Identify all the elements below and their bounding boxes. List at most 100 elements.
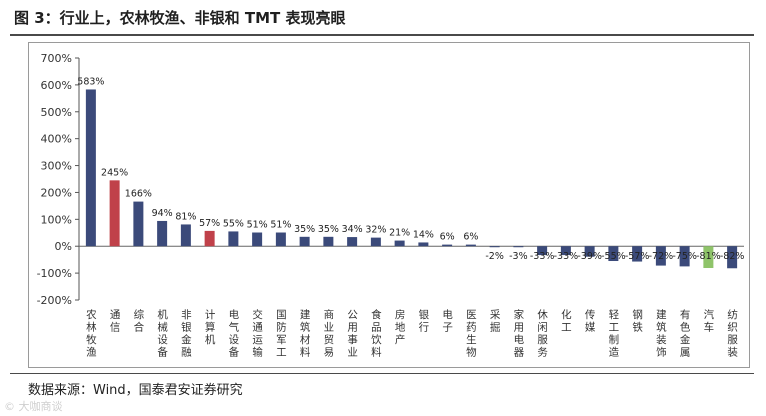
category-label: 农林牧渔 bbox=[85, 308, 97, 359]
bar-13 bbox=[370, 237, 381, 247]
category-label: 纺织服装 bbox=[726, 308, 738, 359]
category-label: 休闲服务 bbox=[536, 309, 548, 359]
value-label: 245% bbox=[101, 167, 128, 178]
value-label: 35% bbox=[318, 224, 339, 235]
value-label: 51% bbox=[247, 220, 268, 231]
category-label: 有色金属 bbox=[679, 308, 691, 359]
bar-5 bbox=[180, 224, 191, 247]
category-label: 汽车 bbox=[702, 308, 714, 334]
category-label: 轻工制造 bbox=[607, 308, 619, 359]
title-divider bbox=[10, 34, 754, 36]
category-label: 电子 bbox=[441, 308, 453, 334]
category-label: 建筑材料 bbox=[299, 308, 311, 359]
y-tick-label: 300% bbox=[41, 160, 72, 173]
category-label: 交通运输 bbox=[251, 308, 263, 359]
bar-12 bbox=[347, 237, 358, 247]
bar-26 bbox=[679, 246, 690, 267]
value-label: 55% bbox=[223, 218, 244, 229]
watermark: © 大咖商谈 bbox=[4, 400, 63, 413]
data-source-note: 数据来源：Wind，国泰君安证券研究 bbox=[28, 383, 243, 398]
category-label: 化工 bbox=[560, 308, 572, 334]
category-label: 国防军工 bbox=[275, 309, 287, 359]
value-label: -75% bbox=[672, 251, 697, 262]
bar-22 bbox=[584, 246, 595, 257]
y-tick-label: 200% bbox=[41, 186, 72, 199]
category-label: 医药生物 bbox=[465, 309, 477, 359]
category-label: 食品饮料 bbox=[370, 308, 382, 359]
value-label: -2% bbox=[485, 251, 504, 262]
value-label: -3% bbox=[509, 251, 528, 262]
value-label: 14% bbox=[413, 229, 434, 240]
bar-23 bbox=[608, 246, 619, 262]
value-label: 57% bbox=[199, 218, 220, 229]
y-tick-label: 600% bbox=[41, 79, 72, 92]
category-label: 非银金融 bbox=[180, 309, 192, 359]
value-label: -82% bbox=[720, 251, 745, 262]
bar-17 bbox=[465, 244, 476, 247]
value-label: 81% bbox=[175, 211, 196, 222]
y-tick-label: 400% bbox=[41, 133, 72, 146]
value-label: -57% bbox=[625, 251, 650, 262]
bar-11 bbox=[323, 236, 334, 247]
value-label: 583% bbox=[77, 76, 104, 87]
bar-19 bbox=[513, 246, 524, 248]
category-label: 综合 bbox=[132, 308, 144, 334]
value-label: -33% bbox=[554, 251, 579, 262]
value-label: 94% bbox=[152, 208, 173, 219]
value-label: -81% bbox=[696, 251, 721, 262]
bar-20 bbox=[537, 246, 548, 256]
category-label: 电气设备 bbox=[227, 308, 239, 359]
value-label: 6% bbox=[440, 232, 455, 243]
bar-28 bbox=[727, 246, 738, 269]
value-label: 51% bbox=[270, 220, 291, 231]
bar-21 bbox=[560, 246, 571, 256]
bar-2 bbox=[109, 180, 120, 247]
value-label: 34% bbox=[342, 224, 363, 235]
bar-3 bbox=[133, 201, 144, 247]
bar-1 bbox=[85, 89, 96, 247]
bar-16 bbox=[442, 244, 453, 247]
footer-divider bbox=[10, 373, 754, 374]
bar-8 bbox=[252, 232, 263, 247]
bar-6 bbox=[204, 230, 215, 247]
bar-15 bbox=[418, 242, 429, 247]
y-tick-label: 100% bbox=[41, 213, 72, 226]
category-label: 采掘 bbox=[489, 309, 501, 334]
bar-4 bbox=[157, 220, 168, 247]
y-tick-label: 500% bbox=[41, 106, 72, 119]
value-label: 6% bbox=[463, 232, 478, 243]
category-label: 银行 bbox=[417, 308, 429, 334]
value-label: -33% bbox=[530, 251, 555, 262]
bar-18 bbox=[489, 246, 500, 248]
value-label: 35% bbox=[294, 224, 315, 235]
bar-25 bbox=[655, 246, 666, 266]
bar-27 bbox=[703, 246, 714, 269]
category-label: 传媒 bbox=[584, 309, 596, 334]
category-label: 建筑装饰 bbox=[655, 308, 667, 359]
category-label: 公用事业 bbox=[346, 309, 358, 359]
category-label: 机械设备 bbox=[156, 308, 168, 359]
bar-24 bbox=[632, 246, 643, 262]
bar-14 bbox=[394, 240, 405, 247]
category-label: 家用电器 bbox=[512, 308, 524, 359]
value-label: 32% bbox=[365, 225, 386, 236]
value-label: 21% bbox=[389, 228, 410, 239]
plot-frame bbox=[28, 42, 750, 368]
category-label: 通信 bbox=[109, 309, 121, 334]
value-label: -39% bbox=[577, 251, 602, 262]
category-label: 商业贸易 bbox=[322, 308, 334, 359]
y-tick-label: -200% bbox=[37, 294, 72, 307]
value-label: -72% bbox=[649, 251, 674, 262]
bar-7 bbox=[228, 231, 239, 247]
category-label: 房地产 bbox=[394, 308, 406, 346]
category-label: 计算机 bbox=[204, 308, 216, 346]
y-tick-label: 700% bbox=[41, 52, 72, 65]
value-label: -55% bbox=[601, 251, 626, 262]
bar-10 bbox=[299, 236, 310, 247]
value-label: 166% bbox=[125, 189, 152, 200]
category-label: 钢铁 bbox=[631, 308, 643, 334]
y-tick-label: 0% bbox=[55, 240, 72, 253]
y-tick-label: -100% bbox=[37, 267, 72, 280]
bar-9 bbox=[275, 232, 286, 247]
